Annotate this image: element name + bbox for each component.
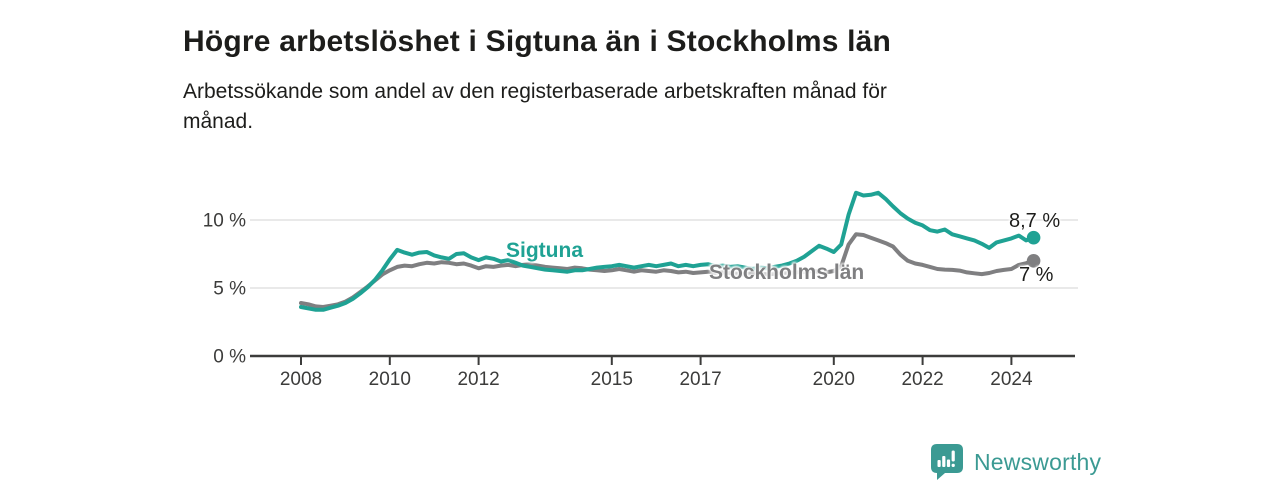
x-tick-label: 2015 <box>591 369 633 390</box>
x-tick-label: 2022 <box>901 369 943 390</box>
x-tick-label: 2010 <box>369 369 411 390</box>
x-tick-label: 2020 <box>813 369 855 390</box>
x-tick-label: 2012 <box>457 369 499 390</box>
y-tick-label: 10 % <box>203 211 246 232</box>
series-label-stockholms-lan: Stockholms län <box>709 261 865 284</box>
x-tick-label: 2008 <box>280 369 322 390</box>
end-dot-sigtuna <box>1026 230 1041 245</box>
chart-subtitle: Arbetssökande som andel av den registerb… <box>183 77 887 137</box>
chart-subtitle-line1: Arbetssökande som andel av den registerb… <box>183 80 887 103</box>
y-tick-label: 5 % <box>213 279 246 300</box>
end-value-label-sigtuna: 8,7 % <box>1009 210 1061 232</box>
chart-title: Högre arbetslöshet i Sigtuna än i Stockh… <box>183 25 892 59</box>
series-label-sigtuna: Sigtuna <box>506 239 583 262</box>
newsworthy-logo[interactable]: Newsworthy <box>930 443 1101 481</box>
x-tick-label: 2017 <box>679 369 721 390</box>
end-value-label-stockholms-lan: 7 % <box>1019 264 1054 286</box>
y-tick-label: 0 % <box>213 347 246 368</box>
series-line-stockholms-lan <box>299 232 1036 309</box>
x-tick-label: 2024 <box>990 369 1033 390</box>
series-line-sigtuna <box>299 190 1036 312</box>
newsworthy-logo-text: Newsworthy <box>974 448 1102 475</box>
end-dot-stockholms-lan <box>1026 253 1041 268</box>
bar-chart-speech-bubble-icon <box>931 444 963 480</box>
chart-subtitle-line2: månad. <box>183 110 254 133</box>
